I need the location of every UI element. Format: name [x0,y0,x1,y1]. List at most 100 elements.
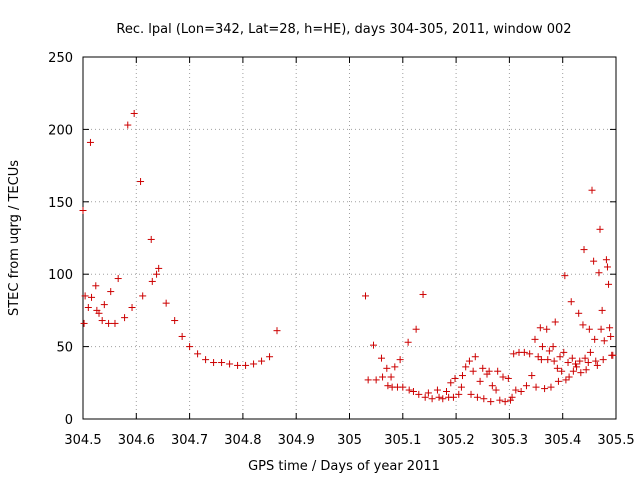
data-point [387,373,395,381]
data-point [471,353,479,361]
data-point [98,317,106,325]
y-axis-label: STEC from uqrg / TECUs [7,160,22,316]
data-point [569,367,577,375]
data-point [79,206,87,214]
data-point [361,292,369,300]
data-point [551,318,559,326]
data-point [499,373,507,381]
data-point [369,341,377,349]
data-point [541,385,549,393]
data-point [88,293,96,301]
data-point [567,298,575,306]
data-point [137,178,145,186]
data-point [451,374,459,382]
data-point [605,280,613,288]
data-point [582,366,590,374]
data-point [153,270,161,278]
data-point [377,354,385,362]
data-point [396,356,404,364]
data-point [558,367,566,375]
data-point [581,354,589,362]
data-point [412,325,420,333]
data-point [536,324,544,332]
data-point [577,369,585,377]
data-point [428,395,436,403]
data-point [473,393,481,401]
y-tick-label: 250 [48,51,73,66]
data-point [364,376,372,384]
data-point [591,335,599,343]
data-point [597,325,605,333]
data-point [81,292,89,300]
data-point [565,373,573,381]
data-point [485,367,493,375]
data-point [547,383,555,391]
data-point [561,272,569,280]
data-point [457,383,465,391]
data-point [384,382,392,390]
y-tick-label: 50 [56,341,73,356]
data-point [586,348,594,356]
data-point [573,363,581,371]
data-point [496,396,504,404]
data-point [383,364,391,372]
data-point [186,343,194,351]
x-tick-label: 304.6 [118,433,155,448]
data-point [226,360,234,368]
data-point [465,357,473,365]
x-tick-labels: 304.5 304.6 304.7 304.8 304.9 305 305.1 305.2 30… [64,433,634,448]
data-point [520,348,528,356]
x-tick-label: 305.4 [544,433,581,448]
data-point [545,347,553,355]
data-point [462,363,470,371]
data-point [580,246,588,254]
x-tick-label: 305.2 [437,433,474,448]
grid-lines [83,57,616,419]
y-tick-label: 150 [48,196,73,211]
data-point [379,373,387,381]
data-point [599,356,607,364]
data-point [404,338,412,346]
data-point [543,325,551,333]
data-point [433,386,441,394]
data-point [592,357,600,365]
data-point [487,398,495,406]
data-point [130,109,138,117]
data-points [79,109,617,406]
data-point [488,382,496,390]
data-point [92,282,100,290]
data-point [86,138,94,146]
data-point [602,256,610,264]
y-tick-label: 0 [65,413,73,428]
data-point [155,264,163,272]
data-point [476,377,484,385]
data-point [80,319,88,327]
data-point [492,386,500,394]
data-point [128,304,136,312]
data-point [107,288,115,296]
data-point [242,361,250,369]
data-point [568,354,576,362]
x-tick-label: 305 [337,433,362,448]
data-point [447,379,455,387]
data-point [139,292,147,300]
data-point [202,356,210,364]
data-point [178,332,186,340]
data-point [504,374,512,382]
data-point [564,359,572,367]
data-point [603,263,611,271]
data-point [458,372,466,380]
data-point [544,356,552,364]
data-point [121,314,129,322]
data-point [560,348,568,356]
y-tick-label: 100 [48,268,73,283]
data-point [584,359,592,367]
axis-ticks [82,56,617,420]
data-point [391,363,399,371]
data-point [124,121,132,129]
data-point [95,309,103,317]
data-point [609,351,617,359]
data-point [508,393,516,401]
data-point [409,387,417,395]
